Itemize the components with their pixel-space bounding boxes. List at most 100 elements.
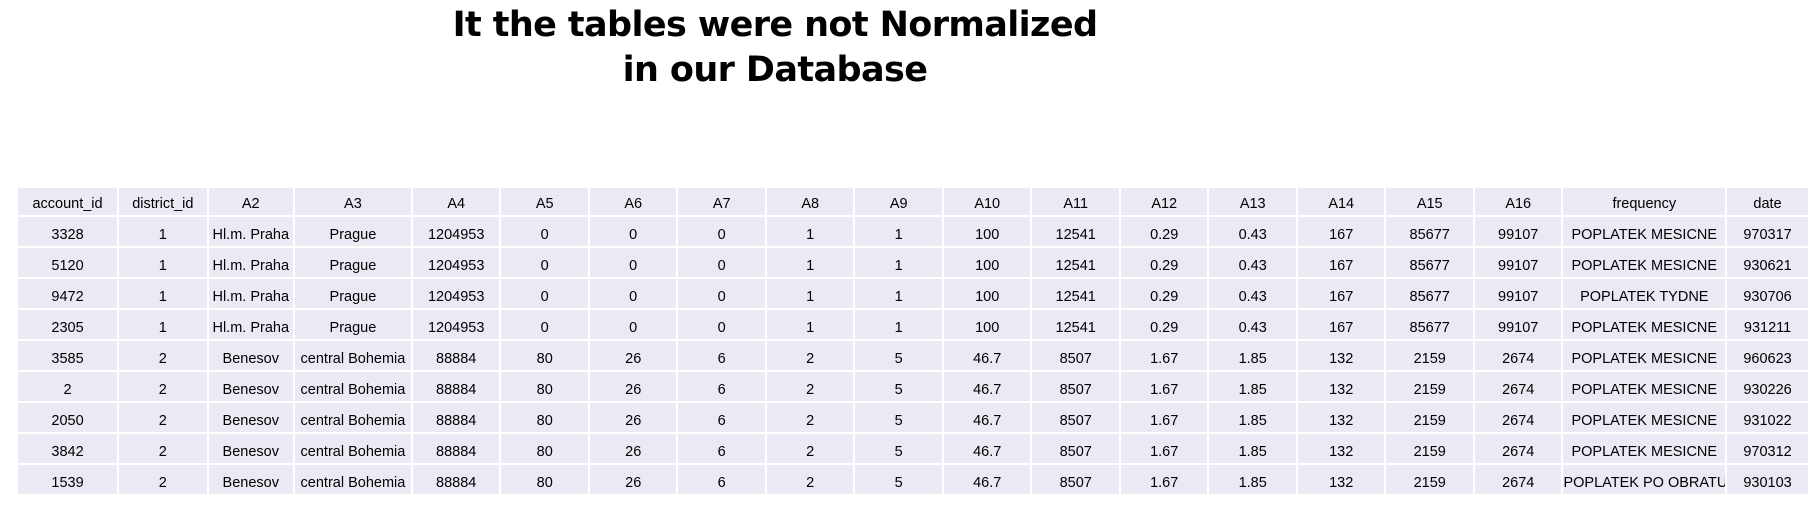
cell-a14: 132 bbox=[1297, 372, 1385, 401]
cell-a15: 85677 bbox=[1386, 248, 1473, 277]
cell-account-id: 2305 bbox=[18, 310, 118, 339]
cell-account-id: 9472 bbox=[18, 279, 118, 308]
cell-a7: 0 bbox=[678, 217, 765, 246]
cell-date: 970312 bbox=[1727, 434, 1808, 463]
cell-a5: 0 bbox=[501, 279, 588, 308]
column-header-a14: A14 bbox=[1297, 188, 1385, 215]
cell-a7: 6 bbox=[678, 465, 765, 494]
cell-a2: Hl.m. Praha bbox=[208, 217, 293, 246]
cell-a5: 0 bbox=[501, 310, 588, 339]
column-header-a11: A11 bbox=[1032, 188, 1119, 215]
cell-a7: 6 bbox=[678, 403, 765, 432]
table-row: 3842 2 Benesov central Bohemia 88884 80 26 6 2 5 4… bbox=[18, 434, 1808, 463]
cell-frequency: POPLATEK MESICNE bbox=[1563, 217, 1726, 246]
cell-a10: 46.7 bbox=[943, 434, 1031, 463]
cell-a4: 1204953 bbox=[412, 248, 500, 277]
cell-a3: central Bohemia bbox=[294, 403, 411, 432]
cell-a10: 100 bbox=[943, 217, 1031, 246]
cell-a10: 46.7 bbox=[943, 403, 1031, 432]
cell-account-id: 5120 bbox=[18, 248, 118, 277]
cell-a6: 0 bbox=[589, 310, 677, 339]
cell-a11: 8507 bbox=[1032, 341, 1119, 370]
column-header-a13: A13 bbox=[1209, 188, 1296, 215]
cell-a10: 100 bbox=[943, 310, 1031, 339]
cell-a9: 5 bbox=[855, 372, 942, 401]
cell-a6: 0 bbox=[589, 279, 677, 308]
cell-a9: 5 bbox=[855, 434, 942, 463]
table-row: 5120 1 Hl.m. Praha Prague 1204953 0 0 0 1 1 100 125… bbox=[18, 248, 1808, 277]
cell-a13: 0.43 bbox=[1209, 310, 1296, 339]
cell-a2: Benesov bbox=[208, 372, 293, 401]
cell-a11: 8507 bbox=[1032, 372, 1119, 401]
column-header-a12: A12 bbox=[1120, 188, 1208, 215]
cell-a15: 85677 bbox=[1386, 310, 1473, 339]
column-header-frequency: frequency bbox=[1563, 188, 1726, 215]
cell-a15: 2159 bbox=[1386, 434, 1473, 463]
cell-a14: 132 bbox=[1297, 465, 1385, 494]
cell-district-id: 2 bbox=[119, 341, 207, 370]
cell-a2: Benesov bbox=[208, 465, 293, 494]
cell-a14: 132 bbox=[1297, 434, 1385, 463]
cell-a3: central Bohemia bbox=[294, 341, 411, 370]
table-row: 3328 1 Hl.m. Praha Prague 1204953 0 0 0 1 1 100 125… bbox=[18, 217, 1808, 246]
cell-a15: 2159 bbox=[1386, 372, 1473, 401]
cell-a13: 1.85 bbox=[1209, 403, 1296, 432]
cell-a10: 46.7 bbox=[943, 372, 1031, 401]
cell-a8: 2 bbox=[766, 403, 854, 432]
cell-a2: Hl.m. Praha bbox=[208, 279, 293, 308]
cell-a13: 0.43 bbox=[1209, 248, 1296, 277]
cell-a13: 0.43 bbox=[1209, 217, 1296, 246]
column-header-a5: A5 bbox=[501, 188, 588, 215]
table-row: 9472 1 Hl.m. Praha Prague 1204953 0 0 0 1 1 100 125… bbox=[18, 279, 1808, 308]
cell-district-id: 2 bbox=[119, 403, 207, 432]
cell-district-id: 1 bbox=[119, 279, 207, 308]
cell-account-id: 1539 bbox=[18, 465, 118, 494]
cell-date: 970317 bbox=[1727, 217, 1808, 246]
cell-a11: 8507 bbox=[1032, 434, 1119, 463]
cell-a7: 0 bbox=[678, 248, 765, 277]
cell-a3: central Bohemia bbox=[294, 465, 411, 494]
cell-date: 960623 bbox=[1727, 341, 1808, 370]
cell-a9: 5 bbox=[855, 465, 942, 494]
cell-account-id: 3585 bbox=[18, 341, 118, 370]
cell-a9: 5 bbox=[855, 403, 942, 432]
cell-a9: 1 bbox=[855, 279, 942, 308]
table-row: 2305 1 Hl.m. Praha Prague 1204953 0 0 0 1 1 100 125… bbox=[18, 310, 1808, 339]
cell-a2: Hl.m. Praha bbox=[208, 310, 293, 339]
column-header-a4: A4 bbox=[412, 188, 500, 215]
cell-a11: 8507 bbox=[1032, 403, 1119, 432]
cell-a7: 0 bbox=[678, 279, 765, 308]
cell-a12: 0.29 bbox=[1120, 248, 1208, 277]
cell-a5: 80 bbox=[501, 341, 588, 370]
cell-a8: 1 bbox=[766, 248, 854, 277]
column-header-a15: A15 bbox=[1386, 188, 1473, 215]
cell-date: 930706 bbox=[1727, 279, 1808, 308]
cell-a9: 1 bbox=[855, 248, 942, 277]
cell-a2: Hl.m. Praha bbox=[208, 248, 293, 277]
cell-a11: 12541 bbox=[1032, 217, 1119, 246]
column-header-a6: A6 bbox=[589, 188, 677, 215]
cell-a12: 1.67 bbox=[1120, 341, 1208, 370]
cell-frequency: POPLATEK MESICNE bbox=[1563, 248, 1726, 277]
cell-district-id: 1 bbox=[119, 248, 207, 277]
table-row: 2 2 Benesov central Bohemia 88884 80 26 6 2 5 46.7… bbox=[18, 372, 1808, 401]
cell-a4: 88884 bbox=[412, 372, 500, 401]
cell-a5: 0 bbox=[501, 217, 588, 246]
column-header-a7: A7 bbox=[678, 188, 765, 215]
cell-a12: 1.67 bbox=[1120, 403, 1208, 432]
cell-a13: 0.43 bbox=[1209, 279, 1296, 308]
cell-a11: 12541 bbox=[1032, 310, 1119, 339]
column-header-a8: A8 bbox=[766, 188, 854, 215]
cell-a14: 132 bbox=[1297, 341, 1385, 370]
cell-a13: 1.85 bbox=[1209, 465, 1296, 494]
cell-a12: 1.67 bbox=[1120, 372, 1208, 401]
cell-a5: 80 bbox=[501, 465, 588, 494]
cell-a5: 0 bbox=[501, 248, 588, 277]
table-row: 3585 2 Benesov central Bohemia 88884 80 26 6 2 5 4… bbox=[18, 341, 1808, 370]
cell-a12: 0.29 bbox=[1120, 310, 1208, 339]
slide-title-line-2: in our Database bbox=[622, 50, 928, 90]
cell-date: 931211 bbox=[1727, 310, 1808, 339]
cell-a12: 0.29 bbox=[1120, 217, 1208, 246]
cell-a2: Benesov bbox=[208, 403, 293, 432]
cell-frequency: POPLATEK PO OBRATU bbox=[1563, 465, 1726, 494]
